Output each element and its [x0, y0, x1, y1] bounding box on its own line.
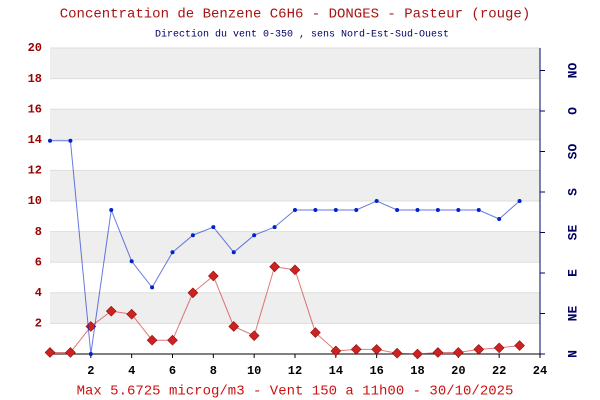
chart-subtitle: Direction du vent 0-350 , sens Nord-Est-… [155, 29, 449, 41]
point [68, 138, 73, 143]
x-tick-label: 8 [210, 364, 217, 378]
x-tick-label: 16 [369, 364, 383, 378]
point [44, 347, 56, 358]
y-tick-label: 16 [28, 102, 42, 116]
point [208, 270, 219, 282]
grid-band [50, 170, 540, 201]
point [313, 208, 318, 212]
point [395, 208, 400, 212]
y-tick-label: 12 [28, 164, 42, 178]
y-tick-label: 4 [35, 286, 42, 300]
x-tick-label: 12 [288, 364, 302, 378]
point [432, 347, 444, 358]
point [476, 208, 481, 212]
x-tick-label: 2 [87, 364, 94, 378]
x-tick-label: 18 [410, 364, 424, 378]
x-tick-label: 20 [451, 364, 465, 378]
point [391, 347, 403, 359]
point [354, 208, 359, 212]
point [126, 308, 137, 320]
point [415, 208, 420, 212]
point [65, 347, 76, 358]
point [146, 334, 158, 346]
point [374, 199, 379, 203]
point [248, 330, 260, 341]
x-tick-label: 4 [128, 364, 135, 378]
point [330, 345, 342, 357]
point [150, 285, 155, 290]
point [269, 261, 280, 273]
y2-tick-label: NO [565, 63, 580, 79]
point [272, 225, 277, 230]
y-tick-label: 20 [28, 41, 42, 55]
point [211, 225, 216, 230]
point [456, 208, 461, 212]
y2-tick-label: O [565, 107, 580, 115]
point [228, 321, 240, 332]
x-tick-label: 10 [247, 364, 261, 378]
point [88, 352, 93, 356]
y2-tick-label: SE [565, 225, 580, 241]
point [371, 344, 382, 355]
point [167, 334, 178, 346]
x-tick-label: 14 [329, 364, 343, 378]
point [289, 264, 301, 276]
grid-band [50, 231, 540, 263]
point [497, 217, 502, 221]
footer: Max 5.6725 microg/m3 - Vent 150 a 11h00 … [77, 384, 514, 400]
y-tick-label: 8 [35, 225, 42, 239]
y-tick-label: 10 [28, 194, 42, 208]
y-tick-label: 14 [28, 133, 42, 147]
point [435, 208, 440, 212]
point [517, 199, 522, 203]
point [105, 305, 117, 317]
x-tick-label: 6 [169, 364, 176, 378]
point [190, 233, 195, 238]
grid-band [50, 109, 540, 140]
y2-tick-label: NE [565, 306, 580, 322]
point [350, 344, 362, 355]
point [109, 208, 114, 212]
point [252, 233, 257, 238]
point [473, 344, 485, 355]
point [48, 138, 52, 143]
point [453, 347, 464, 358]
y2-tick-label: E [565, 269, 580, 277]
point [333, 208, 338, 212]
y-tick-label: 2 [35, 317, 42, 331]
x-tick-label: 24 [533, 364, 547, 378]
grid-band [50, 48, 540, 79]
point [514, 340, 525, 351]
point [187, 287, 199, 299]
point [293, 208, 297, 212]
y2-tick-label: S [565, 188, 580, 196]
point [310, 327, 321, 338]
point [493, 342, 505, 354]
y2-tick-label: SO [565, 144, 580, 160]
y-tick-label: 6 [35, 255, 42, 269]
series-line [50, 140, 520, 355]
chart-title: Concentration de Benzene C6H6 - DONGES -… [60, 7, 530, 23]
point [412, 348, 423, 360]
x-tick-label: 22 [492, 364, 506, 378]
y-tick-label: 18 [28, 72, 42, 86]
point [170, 250, 175, 255]
y2-tick-label: N [565, 350, 580, 358]
grid-band [50, 292, 540, 324]
point [129, 259, 134, 264]
point [231, 250, 236, 255]
